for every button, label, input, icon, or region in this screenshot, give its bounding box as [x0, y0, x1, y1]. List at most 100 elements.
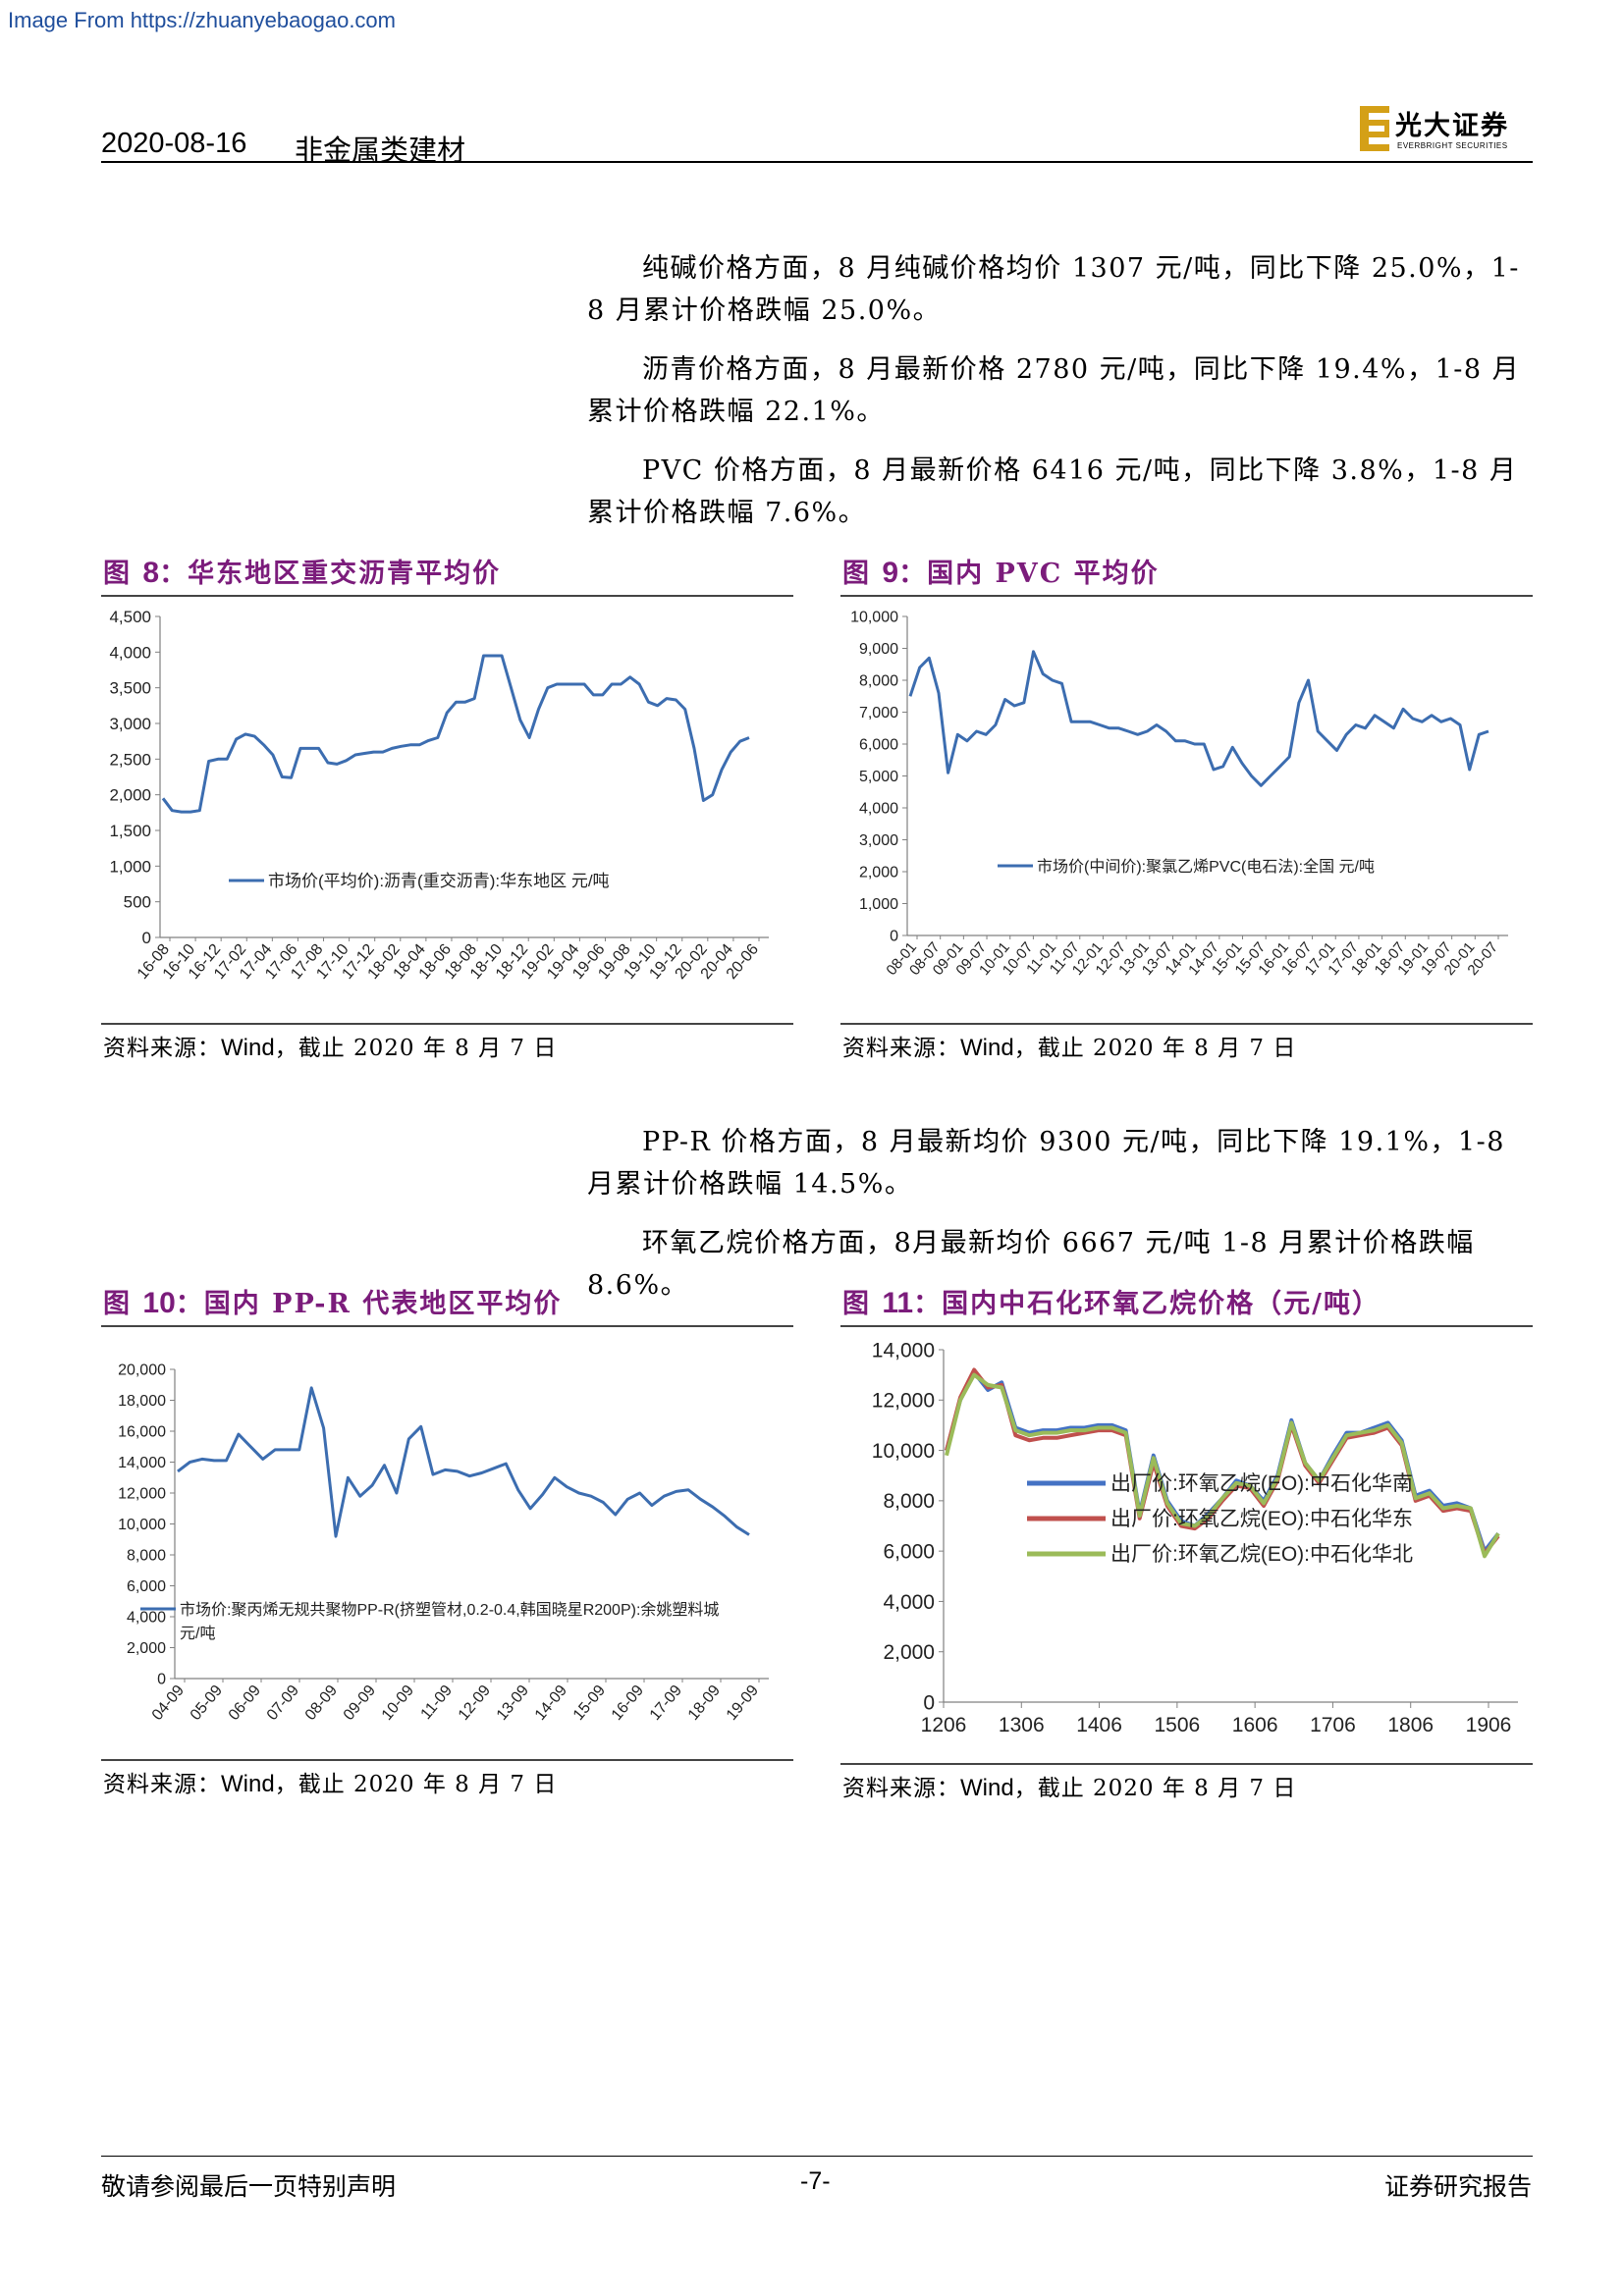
figure-10-title: 图 10：国内 PP-R 代表地区平均价	[103, 1282, 562, 1320]
company-logo: 光大证券 EVERBRIGHT SECURITIES	[1360, 104, 1533, 155]
y-tick-label: 0	[890, 929, 898, 945]
legend-label: 出厂价:环氧乙烷(EO):中石化华东	[1110, 1508, 1413, 1530]
source-date: ，截止 2020 年 8 月 7 日	[1013, 1036, 1297, 1061]
y-tick-label: 0	[157, 1672, 166, 1688]
x-tick-label: 08-09	[302, 1682, 341, 1724]
figure-11-number: 11	[882, 1287, 914, 1319]
y-tick-label: 3,000	[109, 715, 151, 733]
figure-8-number: 8	[142, 557, 160, 589]
figure-11-label: 图	[842, 1289, 883, 1319]
figure-9-chart: 0 1,000 2,000 3,000 4,000 5,000 6,000 7,000 8,00…	[850, 610, 1508, 979]
y-tick-label: 6,000	[859, 737, 898, 754]
figure-8-caption: ：华东地区重交沥青平均价	[159, 559, 502, 589]
x-tick-label: 19-09	[724, 1682, 762, 1724]
x-tick-label: 1906	[1466, 1714, 1512, 1736]
source-date: ，截止 2020 年 8 月 7 日	[1013, 1776, 1297, 1801]
series-line	[161, 654, 750, 814]
y-tick-label: 0	[142, 929, 151, 947]
source-prefix: 资料来源：	[103, 1772, 221, 1797]
x-tick-label: 15-09	[570, 1682, 609, 1724]
logo-mark-icon	[1360, 106, 1389, 151]
figure-10-top-rule	[101, 1325, 793, 1327]
watermark-text: Image From https://zhuanyebaogao.com	[8, 8, 396, 32]
legend-label-cont: 元/吨	[180, 1625, 215, 1642]
y-tick-label: 5,000	[859, 769, 898, 785]
y-tick-label: 2,000	[859, 865, 898, 881]
figure-11-caption: ：国内中石化环氧乙烷价格（元/吨）	[913, 1289, 1380, 1319]
source-wind: Wind	[221, 1035, 275, 1061]
y-tick-label: 7,000	[859, 705, 898, 721]
x-tick-label: 13-09	[494, 1682, 532, 1724]
footer-disclaimer: 敬请参阅最后一页特别声明	[101, 2172, 397, 2201]
y-tick-label: 4,000	[859, 801, 898, 818]
y-tick-label: 6,000	[883, 1540, 935, 1563]
figure-8-source: 资料来源：Wind，截止 2020 年 8 月 7 日	[103, 1029, 557, 1062]
y-tick-label: 2,000	[109, 786, 151, 805]
series-line	[177, 1386, 750, 1538]
y-tick-label: 4,000	[127, 1610, 166, 1627]
x-tick-label: 09-09	[341, 1682, 379, 1724]
figure-11-bottom-rule	[840, 1763, 1533, 1765]
source-prefix: 资料来源：	[842, 1036, 960, 1061]
y-tick-label: 14,000	[118, 1455, 166, 1471]
paragraph-pvc: PVC 价格方面，8 月最新价格 6416 元/吨，同比下降 3.8%，1-8 …	[587, 455, 1518, 528]
figure-11-source: 资料来源：Wind，截止 2020 年 8 月 7 日	[842, 1769, 1296, 1802]
figure-9-title: 图 9：国内 PVC 平均价	[842, 552, 1160, 590]
y-tick-label: 12,000	[872, 1390, 935, 1413]
figure-8-title: 图 8：华东地区重交沥青平均价	[103, 552, 501, 590]
figure-8-chart: 0 500 1,000 1,500 2,000 2,500 3,000 3,500 4,000 4…	[109, 608, 769, 983]
figure-8-bottom-rule	[101, 1023, 793, 1025]
figure-9-label: 图	[842, 559, 883, 589]
figure-9-bottom-rule	[840, 1023, 1533, 1025]
y-tick-label: 6,000	[127, 1578, 166, 1595]
paragraph-asphalt: 沥青价格方面，8 月最新价格 2780 元/吨，同比下降 19.4%，1-8 月…	[587, 354, 1521, 427]
series-line	[945, 1372, 1500, 1559]
logo-text-en: EVERBRIGHT SECURITIES	[1397, 141, 1508, 150]
y-tick-label: 500	[124, 893, 151, 912]
logo-text-cn: 光大证券	[1395, 111, 1509, 141]
y-tick-label: 16,000	[118, 1424, 166, 1441]
figure-10-source: 资料来源：Wind，截止 2020 年 8 月 7 日	[103, 1765, 557, 1798]
paragraph-soda-ash: 纯碱价格方面，8 月纯碱价格均价 1307 元/吨，同比下降 25.0%，1-8…	[587, 253, 1520, 326]
legend-label: 市场价:聚丙烯无规共聚物PP-R(挤塑管材,0.2-0.4,韩国晓星R200P)…	[180, 1600, 719, 1619]
y-tick-label: 1,500	[109, 822, 151, 840]
x-tick-label: 1406	[1076, 1714, 1122, 1736]
figure-9-source: 资料来源：Wind，截止 2020 年 8 月 7 日	[842, 1029, 1296, 1062]
y-tick-label: 9,000	[859, 641, 898, 658]
y-tick-label: 3,000	[859, 832, 898, 849]
y-tick-label: 4,000	[109, 643, 151, 662]
y-tick-label: 4,500	[109, 608, 151, 626]
legend-label: 市场价(中间价):聚氯乙烯PVC(电石法):全国 元/吨	[1037, 858, 1375, 876]
figure-10-number: 10	[142, 1287, 176, 1319]
source-prefix: 资料来源：	[103, 1036, 221, 1061]
figure-10-label: 图	[103, 1289, 143, 1319]
paragraph-ppr: PP-R 价格方面，8 月最新均价 9300 元/吨，同比下降 19.1%，1-…	[587, 1127, 1505, 1200]
x-tick-label: 14-09	[532, 1682, 570, 1724]
x-tick-label: 10-09	[379, 1682, 417, 1724]
y-tick-label: 4,000	[883, 1591, 935, 1614]
figure-8-top-rule	[101, 595, 793, 597]
y-tick-label: 1,000	[859, 896, 898, 913]
source-date: ，截止 2020 年 8 月 7 日	[274, 1772, 558, 1797]
y-tick-label: 3,500	[109, 679, 151, 698]
figure-11-top-rule	[840, 1325, 1533, 1327]
figure-9-top-rule	[840, 595, 1533, 597]
x-tick-label: 12-09	[456, 1682, 494, 1724]
source-wind: Wind	[221, 1771, 275, 1797]
y-tick-label: 20,000	[118, 1362, 166, 1379]
figure-10-chart: 0 2,000 4,000 6,000 8,000 10,000 12,000 14,000 1…	[118, 1362, 769, 1724]
x-tick-label: 16-09	[609, 1682, 647, 1724]
footer-rule	[101, 2156, 1533, 2157]
y-tick-label: 2,000	[883, 1641, 935, 1664]
x-tick-label: 06-09	[226, 1682, 264, 1724]
source-date: ，截止 2020 年 8 月 7 日	[274, 1036, 558, 1061]
header-date: 2020-08-16	[101, 128, 247, 159]
header-rule	[101, 161, 1533, 163]
source-prefix: 资料来源：	[842, 1776, 960, 1801]
x-tick-label: 1206	[921, 1714, 967, 1736]
figure-11-chart: 0 2,000 4,000 6,000 8,000 10,000 12,000 14,000 1…	[872, 1339, 1518, 1736]
figure-10-caption: ：国内 PP-R 代表地区平均价	[175, 1289, 563, 1319]
x-tick-label: 17-09	[647, 1682, 685, 1724]
y-tick-label: 8,000	[883, 1490, 935, 1513]
y-tick-label: 10,000	[118, 1517, 166, 1533]
